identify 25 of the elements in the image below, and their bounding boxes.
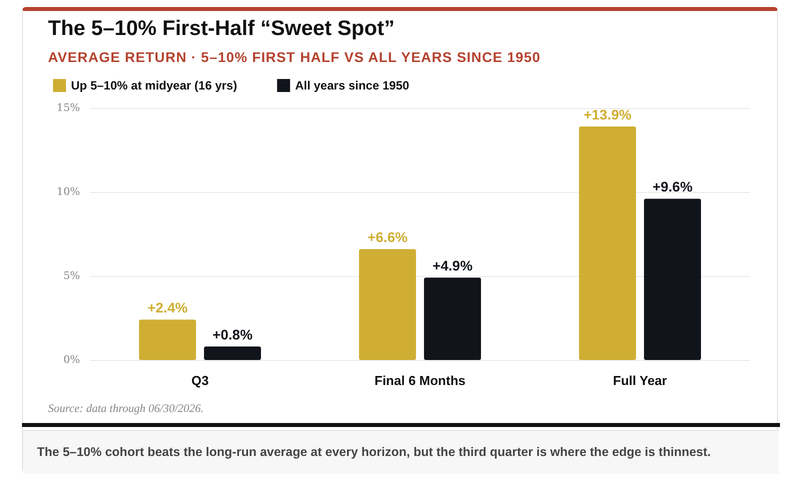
chart-subtitle: AVERAGE RETURN · 5–10% FIRST HALF VS ALL YEARS SINCE 1950 [48, 48, 541, 66]
data-label: +9.6% [652, 178, 694, 195]
x-tick-label: Full Year [613, 373, 667, 388]
y-tick-label: 5% [63, 270, 80, 282]
bar [204, 346, 261, 360]
data-label: +6.6% [367, 229, 408, 246]
bar [139, 320, 196, 360]
x-tick-label: Final 6 Months [374, 373, 466, 388]
bar [579, 126, 636, 360]
text: The 5–10% cohort beats the long-run average at every horizon, but the third quarter is where the edge is thinnest. [23, 430, 779, 474]
data-label: +0.8% [212, 326, 254, 343]
y-tick-label: 15% [56, 102, 80, 114]
y-tick-label: 0% [63, 354, 80, 366]
chart-title: The 5–10% First-Half “Sweet Spot” [48, 16, 395, 42]
bar [424, 278, 481, 360]
legend-label: Up 5–10% at midyear (16 yrs) [71, 78, 238, 92]
bar [644, 198, 701, 360]
data-label: +4.9% [432, 258, 474, 274]
data-label: +2.4% [147, 300, 188, 316]
data-label: +13.9% [584, 106, 632, 122]
source-note: Source: data through 06/30/2026. [48, 402, 204, 417]
y-tick-label: 10% [56, 186, 80, 198]
x-tick-label: Q3 [191, 373, 209, 388]
legend-label: All years since 1950 [295, 78, 410, 92]
bar [359, 249, 416, 360]
